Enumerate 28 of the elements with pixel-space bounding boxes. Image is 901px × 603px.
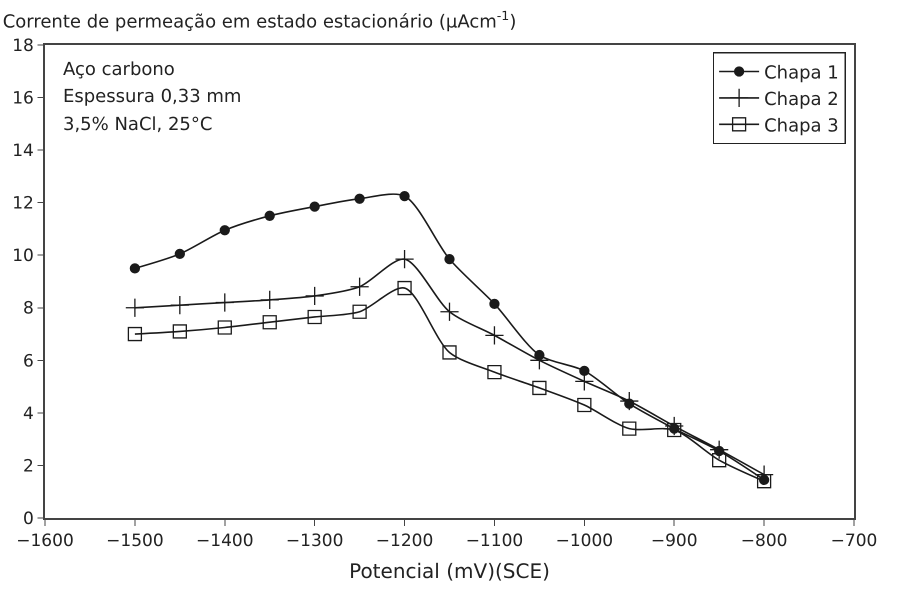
y-tick-label: 8 (23, 298, 34, 319)
x-tick-label: −800 (740, 531, 788, 552)
x-tick-label: −1000 (556, 531, 614, 552)
x-tick-label: −1100 (466, 531, 524, 552)
legend-label: Chapa 3 (764, 115, 839, 136)
x-tick-label: −1400 (196, 531, 254, 552)
x-tick-label: −1600 (16, 531, 74, 552)
y-tick-label: 12 (12, 194, 34, 214)
y-tick-label: 0 (23, 508, 34, 529)
annotation: Aço carbono (63, 59, 175, 80)
x-tick-label: −1200 (376, 531, 434, 552)
x-tick-label: −1300 (286, 531, 344, 552)
chart-title: Corrente de permeação em estado estacionário (µAcm$^{-1}$) (2, 8, 516, 33)
legend-label: Chapa 2 (764, 88, 839, 110)
y-tick-label: 6 (23, 351, 34, 372)
legend-label: Chapa 1 (764, 62, 839, 84)
y-tick-label: 16 (12, 88, 34, 109)
annotation: 3,5% NaCl, 25°C (63, 114, 212, 135)
y-tick-label: 18 (12, 36, 34, 56)
y-tick-label: 4 (23, 404, 34, 424)
y-tick-label: 2 (23, 456, 34, 476)
x-axis-title: Potencial (mV)(SCE) (349, 559, 550, 584)
x-tick-label: −1500 (106, 531, 164, 552)
y-tick-label: 14 (12, 141, 34, 162)
y-tick-label: 10 (12, 246, 34, 266)
x-tick-label: −900 (650, 531, 698, 552)
x-tick-label: −700 (830, 531, 878, 552)
annotation: Espessura 0,33 mm (63, 86, 242, 107)
